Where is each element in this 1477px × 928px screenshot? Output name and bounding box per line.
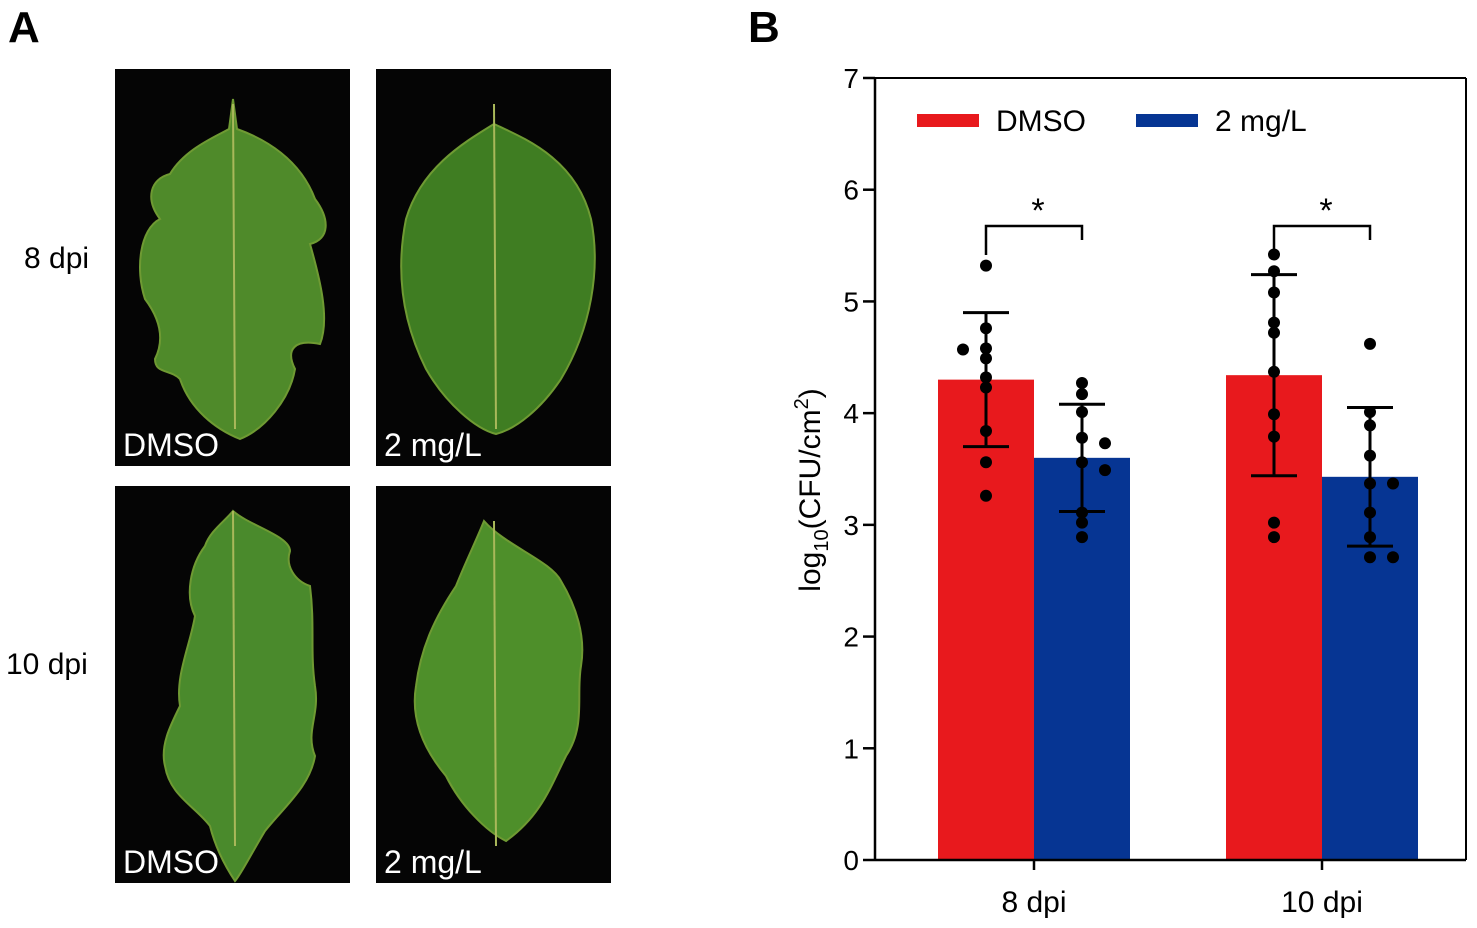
significance-bracket (1272, 224, 1372, 255)
data-point (1387, 551, 1399, 564)
data-point (1268, 516, 1280, 529)
photo-caption: 2 mg/L (384, 427, 482, 463)
y-tick-label: 6 (843, 175, 859, 206)
panel-a-label: A (8, 3, 40, 52)
legend-label: 2 mg/L (1215, 105, 1307, 138)
leaf-image (162, 509, 317, 883)
data-point (1076, 456, 1088, 469)
legend-swatch (917, 114, 979, 127)
data-point (1268, 316, 1280, 329)
data-point (957, 343, 969, 356)
data-point (1268, 326, 1280, 339)
y-axis-label-part: log (794, 552, 827, 592)
legend-swatch (1136, 114, 1198, 127)
y-axis-label-part: ) (794, 388, 827, 398)
data-point (980, 371, 992, 384)
data-point (1099, 464, 1111, 477)
data-point (1364, 506, 1376, 519)
data-point (1268, 265, 1280, 278)
data-point (1076, 531, 1088, 544)
data-point (980, 342, 992, 355)
y-axis-label-part: 10 (811, 529, 833, 551)
leaf-photo: DMSO (115, 69, 350, 466)
data-point (1076, 376, 1088, 389)
data-point (1268, 531, 1280, 544)
y-tick-label: 1 (843, 733, 859, 764)
data-point (1364, 551, 1376, 564)
leaf-photo: 2 mg/L (376, 69, 611, 466)
significance-marker: * (1319, 192, 1332, 230)
leaf-image (413, 519, 584, 843)
leaf-photo: 2 mg/L (376, 486, 611, 883)
y-axis-label-part: 2 (791, 398, 813, 409)
data-point (1364, 406, 1376, 419)
y-tick-label: 2 (843, 622, 859, 653)
y-tick-label: 5 (843, 286, 859, 317)
data-point (1387, 477, 1399, 490)
leaf-midrib (493, 520, 497, 847)
data-point (1099, 437, 1111, 450)
data-point (1364, 449, 1376, 462)
y-axis-label-part: (CFU/cm (794, 409, 827, 529)
data-point (980, 322, 992, 335)
photo-caption: DMSO (123, 844, 219, 880)
data-point (1268, 408, 1280, 421)
data-point (1364, 531, 1376, 544)
data-point (1268, 286, 1280, 299)
leaf-photo: DMSO (115, 486, 350, 883)
y-tick-label: 7 (843, 63, 859, 94)
data-point (980, 259, 992, 272)
photo-caption: DMSO (123, 427, 219, 463)
significance-bracket (984, 224, 1084, 255)
leaf-image (400, 122, 596, 436)
data-point (980, 425, 992, 438)
data-point (1076, 431, 1088, 444)
x-tick-label: 10 dpi (1281, 886, 1363, 919)
photo-caption: 2 mg/L (384, 844, 482, 880)
x-tick-label: 8 dpi (1001, 886, 1066, 919)
y-tick-label: 3 (843, 510, 859, 541)
leaf-image (139, 98, 327, 441)
leaf-midrib (232, 103, 236, 430)
bar-dmso-0 (938, 379, 1034, 860)
row-label-8dpi: 8 dpi (24, 242, 89, 275)
data-point (980, 352, 992, 365)
leaf-midrib (232, 510, 236, 847)
leaf-midrib (493, 103, 497, 430)
data-point (1268, 430, 1280, 443)
data-point (980, 381, 992, 394)
data-point (1268, 365, 1280, 378)
legend-label: DMSO (996, 105, 1086, 138)
data-point (1076, 506, 1088, 519)
data-point (1364, 419, 1376, 432)
data-point (980, 489, 992, 502)
data-point (1076, 516, 1088, 529)
data-point (1076, 388, 1088, 401)
y-tick-label: 4 (843, 398, 859, 429)
data-point (1364, 477, 1376, 490)
y-tick-label: 0 (843, 845, 859, 876)
row-label-10dpi: 10 dpi (6, 648, 88, 681)
data-point (980, 456, 992, 469)
data-point (1364, 337, 1376, 350)
data-point (1076, 406, 1088, 419)
panel-b-label: B (748, 3, 780, 52)
y-axis-label: log10(CFU/cm2) (791, 388, 833, 591)
significance-marker: * (1031, 192, 1044, 230)
